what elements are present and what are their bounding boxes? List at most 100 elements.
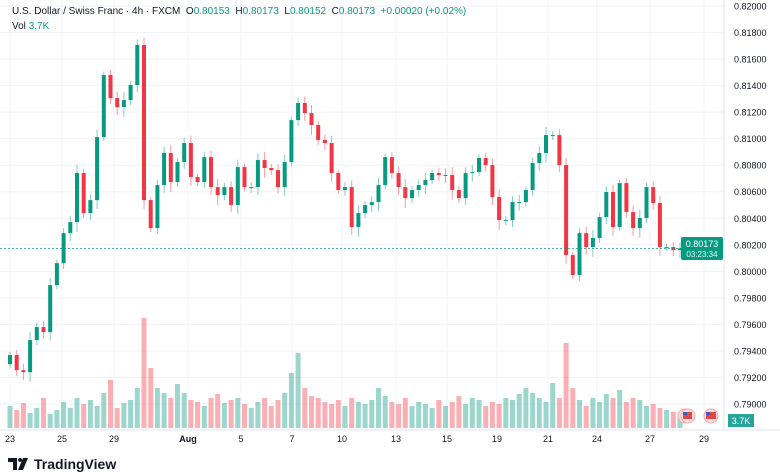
candle-body [550,135,555,137]
volume-bar [443,406,448,428]
symbol-legend: U.S. Dollar / Swiss Franc · 4h · FXCM O0… [12,6,467,17]
volume-bar [34,408,40,428]
candle-body [128,85,133,101]
price-tick-label: 0.82000 [734,2,767,12]
volume-bar [577,400,582,428]
candle-body [222,187,227,196]
volume-bar [309,396,314,428]
candle-body [209,157,213,188]
volume-bar [416,402,422,428]
price-tick-label: 0.80000 [734,267,767,277]
time-tick-label: 29 [699,434,709,444]
svg-text:3.7K: 3.7K [732,416,751,426]
candle-body [631,212,636,229]
price-tick-label: 0.81400 [734,81,767,91]
candle-body [155,185,160,229]
grid [0,0,724,430]
volume-bar [282,393,288,428]
candle-body [336,173,341,191]
tradingview-logo[interactable]: TradingView [8,456,116,472]
volume-legend: Vol 3.7K [12,21,50,32]
volume-bar [215,394,221,428]
candle-body [664,247,669,249]
volume-bar [610,398,616,428]
volume-bar [456,396,462,428]
candle-body [356,213,361,228]
candle-body [322,139,327,144]
volume-bar [570,388,576,428]
volume-bar [563,343,569,428]
candle-body [115,98,120,108]
price-tick-label: 0.80400 [734,214,767,224]
volume-bar [188,400,194,428]
candle-body [121,100,126,108]
volume-bar [168,398,174,428]
volume-bar [617,390,623,428]
volume-bar [134,388,140,428]
volume-bar [20,403,26,428]
volume-bar [503,398,509,428]
volume-bar [154,388,160,428]
volume-bars [7,318,683,428]
time-tick-label: 15 [442,434,452,444]
price-tick-label: 0.79200 [734,373,767,383]
volume-bar [429,408,435,428]
candle-body [75,173,79,223]
candle-body [403,187,408,199]
candle-body [68,222,73,234]
candle-body [302,102,307,114]
candle-body [61,233,66,264]
candle-body [188,143,193,178]
candle-body [215,187,220,196]
us-flag-event-icon[interactable] [677,408,696,424]
low-value: 0.80152 [289,6,327,17]
volume-bar [101,393,107,428]
volume-bar [516,394,522,428]
candle-body [537,152,542,164]
volume-bar [489,402,495,428]
time-tick-label: 29 [109,434,119,444]
candle-body [604,191,609,218]
volume-bar [262,398,268,428]
time-tick-label: 7 [289,434,294,444]
open-value: 0.80153 [193,6,230,17]
volume-bar [556,398,562,428]
volume-bar [248,408,254,428]
price-tick-label: 0.79600 [734,320,767,330]
candle-body [175,162,180,183]
volume-bar [349,398,355,428]
candles [8,37,682,382]
candle-body [316,125,321,140]
candle-body [396,173,401,188]
volume-bar [496,404,502,428]
volume-value: 3.7K [28,21,50,32]
volume-bar [195,402,201,428]
candle-body [21,370,26,373]
candle-body [296,102,301,121]
candle-body [168,152,173,183]
candle-body [383,157,388,186]
candle-body [644,187,649,219]
candle-body [235,167,240,205]
us-flag-event-icon[interactable] [703,408,719,424]
candle-body [14,355,19,371]
volume-bar [329,404,335,428]
candle-body [544,135,548,153]
volume-bar [27,413,33,428]
volume-bar [94,406,100,428]
candle-body [142,45,146,201]
volume-bar [335,400,341,428]
volume-bar [181,393,187,428]
time-axis: 23 25 29 Aug 5 7 10 13 15 19 21 24 27 29 [5,434,709,444]
candle-body [637,218,642,229]
price-tick-label: 0.79400 [734,346,767,356]
volume-bar [382,396,388,428]
candle-body [530,163,535,191]
volume-bar [235,398,241,428]
price-badge-price: 0.80173 [686,239,719,249]
candle-body [195,177,200,183]
candle-body [503,220,508,222]
candle-body [309,113,314,126]
time-tick-label: 19 [492,434,502,444]
